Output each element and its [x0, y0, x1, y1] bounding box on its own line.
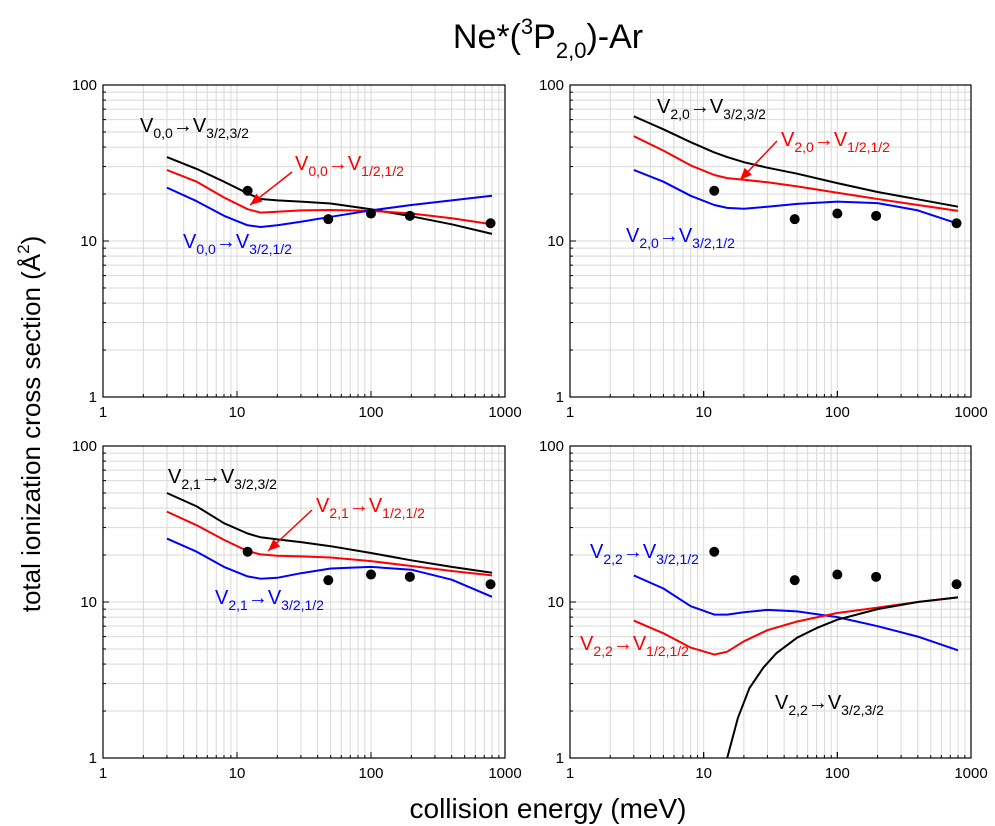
y-tick-label: 10 [80, 233, 97, 250]
y-tick-label: 1 [556, 750, 564, 767]
experiment-point [404, 210, 415, 221]
plot-frame [102, 445, 506, 759]
series-group [166, 492, 493, 598]
y-tick-label: 100 [539, 77, 564, 94]
panel-bottom-left: 1 10 100 1000 1 10 100 V2,1→V3/2,3/2 V2,1→V1/2,1… [72, 438, 522, 782]
x-axis-label: collision energy (meV) [410, 793, 687, 824]
series-group [633, 574, 959, 758]
y-tick-label: 100 [539, 438, 564, 455]
panel-top-left: 1 10 100 1000 1 10 100 V0,0→V3/2,3/2 V0,0→V1/2,1… [72, 77, 522, 421]
series-label-blue: V2,0→V3/2,1/2 [626, 225, 735, 251]
x-tick-label: 1000 [954, 765, 987, 782]
y-tick-label: 10 [547, 594, 564, 611]
experiment-point [871, 571, 882, 582]
y-tick-label: 100 [72, 77, 97, 94]
series-label-blue: V0,0→V3/2,1/2 [183, 231, 292, 257]
x-tick-label: 100 [358, 765, 383, 782]
plot-frame [102, 84, 506, 398]
series-label-black: V2,2→V3/2,3/2 [775, 692, 884, 718]
experiment-point [485, 579, 496, 590]
experiment-point [242, 546, 253, 557]
y-axis-label: total ionization cross section (Å2) [14, 236, 46, 613]
experiment-point [871, 210, 882, 221]
annotation-arrowhead [740, 167, 752, 180]
experiment-point [366, 208, 376, 219]
series-line-blue [166, 537, 493, 598]
experiment-point [709, 185, 720, 196]
experiment-point [323, 214, 334, 225]
x-tick-label: 10 [229, 404, 246, 421]
annotation-arrowhead [250, 193, 263, 205]
experiment-point [832, 208, 843, 219]
figure-title: Ne*(3P2,0)-Ar [453, 14, 643, 63]
series-line-black [166, 492, 493, 574]
series-line-blue [166, 186, 493, 228]
series-label-red: V2,1→V1/2,1/2 [316, 495, 425, 521]
experiment-point [242, 185, 253, 196]
x-tick-label: 1 [99, 404, 107, 421]
series-line-black [633, 115, 959, 208]
y-tick-label: 1 [89, 750, 97, 767]
experiment-point [709, 546, 720, 557]
x-tick-label: 1 [566, 765, 574, 782]
experiment-point [323, 575, 334, 586]
series-group [166, 156, 493, 235]
experiment-point [404, 571, 415, 582]
series-label-blue: V2,1→V3/2,1/2 [215, 587, 324, 613]
x-tick-label: 10 [695, 404, 712, 421]
y-tick-label: 10 [80, 594, 97, 611]
experiment-point [789, 214, 800, 225]
y-tick-label: 1 [556, 389, 564, 406]
series-line-blue [633, 574, 959, 652]
panel-bottom-right: 1 10 100 1000 1 10 100 V2,2→V3/2,1/2 V2,2→V1/2,1… [539, 438, 988, 782]
series-line-black [726, 596, 959, 758]
x-tick-label: 100 [825, 404, 850, 421]
series-line-blue [633, 169, 959, 225]
y-tick-label: 1 [89, 389, 97, 406]
x-tick-label: 1 [99, 765, 107, 782]
grid [103, 85, 505, 397]
series-label-blue: V2,2→V3/2,1/2 [590, 541, 699, 567]
series-label-red: V0,0→V1/2,1/2 [295, 153, 404, 179]
series-line-red [166, 510, 493, 577]
x-tick-label: 1000 [488, 404, 521, 421]
series-line-red [166, 169, 493, 226]
y-tick-label: 10 [547, 233, 564, 250]
experiment-point [951, 579, 962, 590]
panel-top-right: 1 10 100 1000 1 10 100 V2,0→V3/2,3/2 V2,0→V1/2,1… [539, 77, 988, 421]
x-tick-label: 100 [825, 765, 850, 782]
x-tick-label: 100 [358, 404, 383, 421]
x-tick-label: 10 [695, 765, 712, 782]
grid [570, 85, 971, 397]
x-tick-label: 10 [229, 765, 246, 782]
series-line-black [166, 156, 493, 235]
plot-frame [569, 84, 972, 398]
grid [103, 446, 505, 758]
series-line-red [633, 135, 959, 212]
experiment-point [366, 569, 376, 580]
y-tick-label: 100 [72, 438, 97, 455]
series-label-black: V2,1→V3/2,3/2 [168, 466, 277, 492]
annotation-arrowhead [268, 539, 281, 551]
grid [570, 446, 971, 758]
x-tick-label: 1000 [488, 765, 521, 782]
experiment-point [951, 218, 962, 229]
series-label-red: V2,0→V1/2,1/2 [781, 129, 890, 155]
experiment-point [789, 575, 800, 586]
x-tick-label: 1000 [954, 404, 987, 421]
experiment-point [832, 569, 843, 580]
series-group [633, 115, 959, 225]
plot-frame [569, 445, 972, 759]
experiment-point [485, 218, 496, 229]
series-label-red: V2,2→V1/2,1/2 [580, 633, 689, 659]
series-label-black: V2,0→V3/2,3/2 [657, 96, 766, 122]
series-label-black: V0,0→V3/2,3/2 [140, 115, 249, 141]
series-line-red [633, 596, 959, 656]
x-tick-label: 1 [566, 404, 574, 421]
